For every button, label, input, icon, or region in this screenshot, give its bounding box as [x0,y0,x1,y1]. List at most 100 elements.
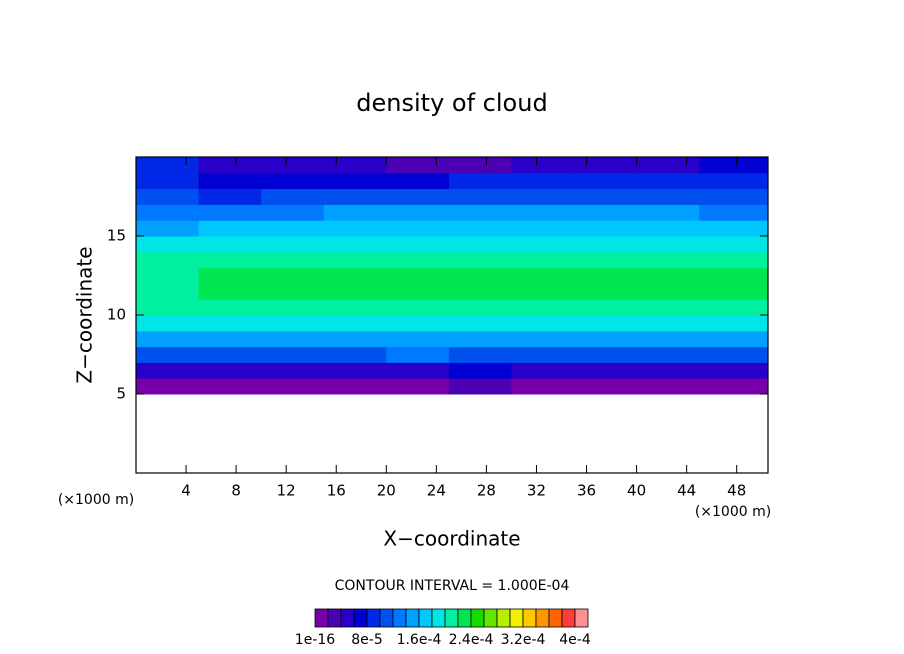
field-cell [511,220,575,237]
field-cell [699,236,769,253]
field-cell [323,220,387,237]
field-cell [448,283,512,300]
field-cell [136,172,200,190]
field-cell [261,251,325,269]
field-cell [636,157,700,174]
field-cell [386,267,450,284]
colorbar-label: 1e-16 [295,632,335,648]
colorbar-swatch [353,608,368,628]
field-cell [448,378,512,395]
field-cell [636,267,700,284]
field-cell [511,378,575,395]
field-cell [198,251,262,269]
field-cell [448,157,512,174]
field-cell [636,330,700,348]
field-cell [386,236,450,253]
field-cell [198,283,262,300]
field-cell [574,188,638,205]
field-cell [261,267,325,284]
field-cell [448,220,512,237]
field-cell [386,157,450,174]
field-cell [386,330,450,348]
field [136,157,769,395]
field-cell [386,251,450,269]
field-cell [323,157,387,174]
field-cell [574,378,638,395]
field-cell [198,378,262,395]
field-cell [386,172,450,190]
field-cell [198,204,262,221]
field-cell [699,157,769,174]
field-cell [699,188,769,205]
field-cell [448,172,512,190]
colorbar-swatch [418,608,433,628]
field-cell [511,362,575,379]
colorbar-swatch [444,608,459,628]
field-cell [699,251,769,269]
y-axis-label: Z−coordinate [73,246,97,383]
field-cell [323,378,387,395]
field-cell [574,346,638,363]
field-cell [136,330,200,348]
field-cell [136,346,200,363]
field-cell [448,251,512,269]
field-cell [511,330,575,348]
field-cell [448,267,512,284]
field-cell [511,172,575,190]
field-cell [136,220,200,237]
colorbar-label: 8e-5 [351,632,382,648]
field-cell [511,267,575,284]
field-cell [261,283,325,300]
field-cell [198,236,262,253]
field-cell [386,346,450,363]
colorbar-label: 2.4e-4 [449,632,494,648]
field-cell [511,188,575,205]
colorbar-swatch [366,608,381,628]
field-cell [136,315,200,332]
field-cell [699,378,769,395]
field-cell [323,172,387,190]
field-cell [448,204,512,221]
field-cell [323,188,387,205]
x-unit-right: (×1000 m) [695,504,771,520]
field-cell [574,315,638,332]
field-cell [198,362,262,379]
field-cell [323,346,387,363]
field-cell [699,267,769,284]
colorbar-swatch [314,608,329,628]
colorbar-swatch [340,608,355,628]
x-unit-left: (×1000 m) [58,492,134,508]
field-cell [574,299,638,316]
field-cell [261,315,325,332]
colorbar-swatch [561,608,576,628]
field-cell [511,346,575,363]
field-cell [574,172,638,190]
field-cell [511,315,575,332]
colorbar-label: 4e-4 [559,632,591,648]
field-cell [574,267,638,284]
field-cell [136,236,200,253]
field-cell [448,299,512,316]
field-cell [323,267,387,284]
field-cell [136,204,200,221]
field-cell [699,346,769,363]
x-tick-label: 20 [377,482,396,500]
contour-interval: CONTOUR INTERVAL = 1.000E-04 [335,578,570,594]
field-cell [448,362,512,379]
field-cell [574,330,638,348]
colorbar-swatch [574,608,589,628]
field-cell [261,157,325,174]
field-cell [448,315,512,332]
field-cell [574,362,638,379]
field-cell [699,204,769,221]
field-cell [261,172,325,190]
field-cell [261,362,325,379]
field-cell [198,315,262,332]
chart-title: density of cloud [356,89,547,117]
field-cell [699,172,769,190]
colorbar-swatch [483,608,498,628]
field-cell [136,188,200,205]
field-cell [636,346,700,363]
colorbar-swatch [496,608,511,628]
